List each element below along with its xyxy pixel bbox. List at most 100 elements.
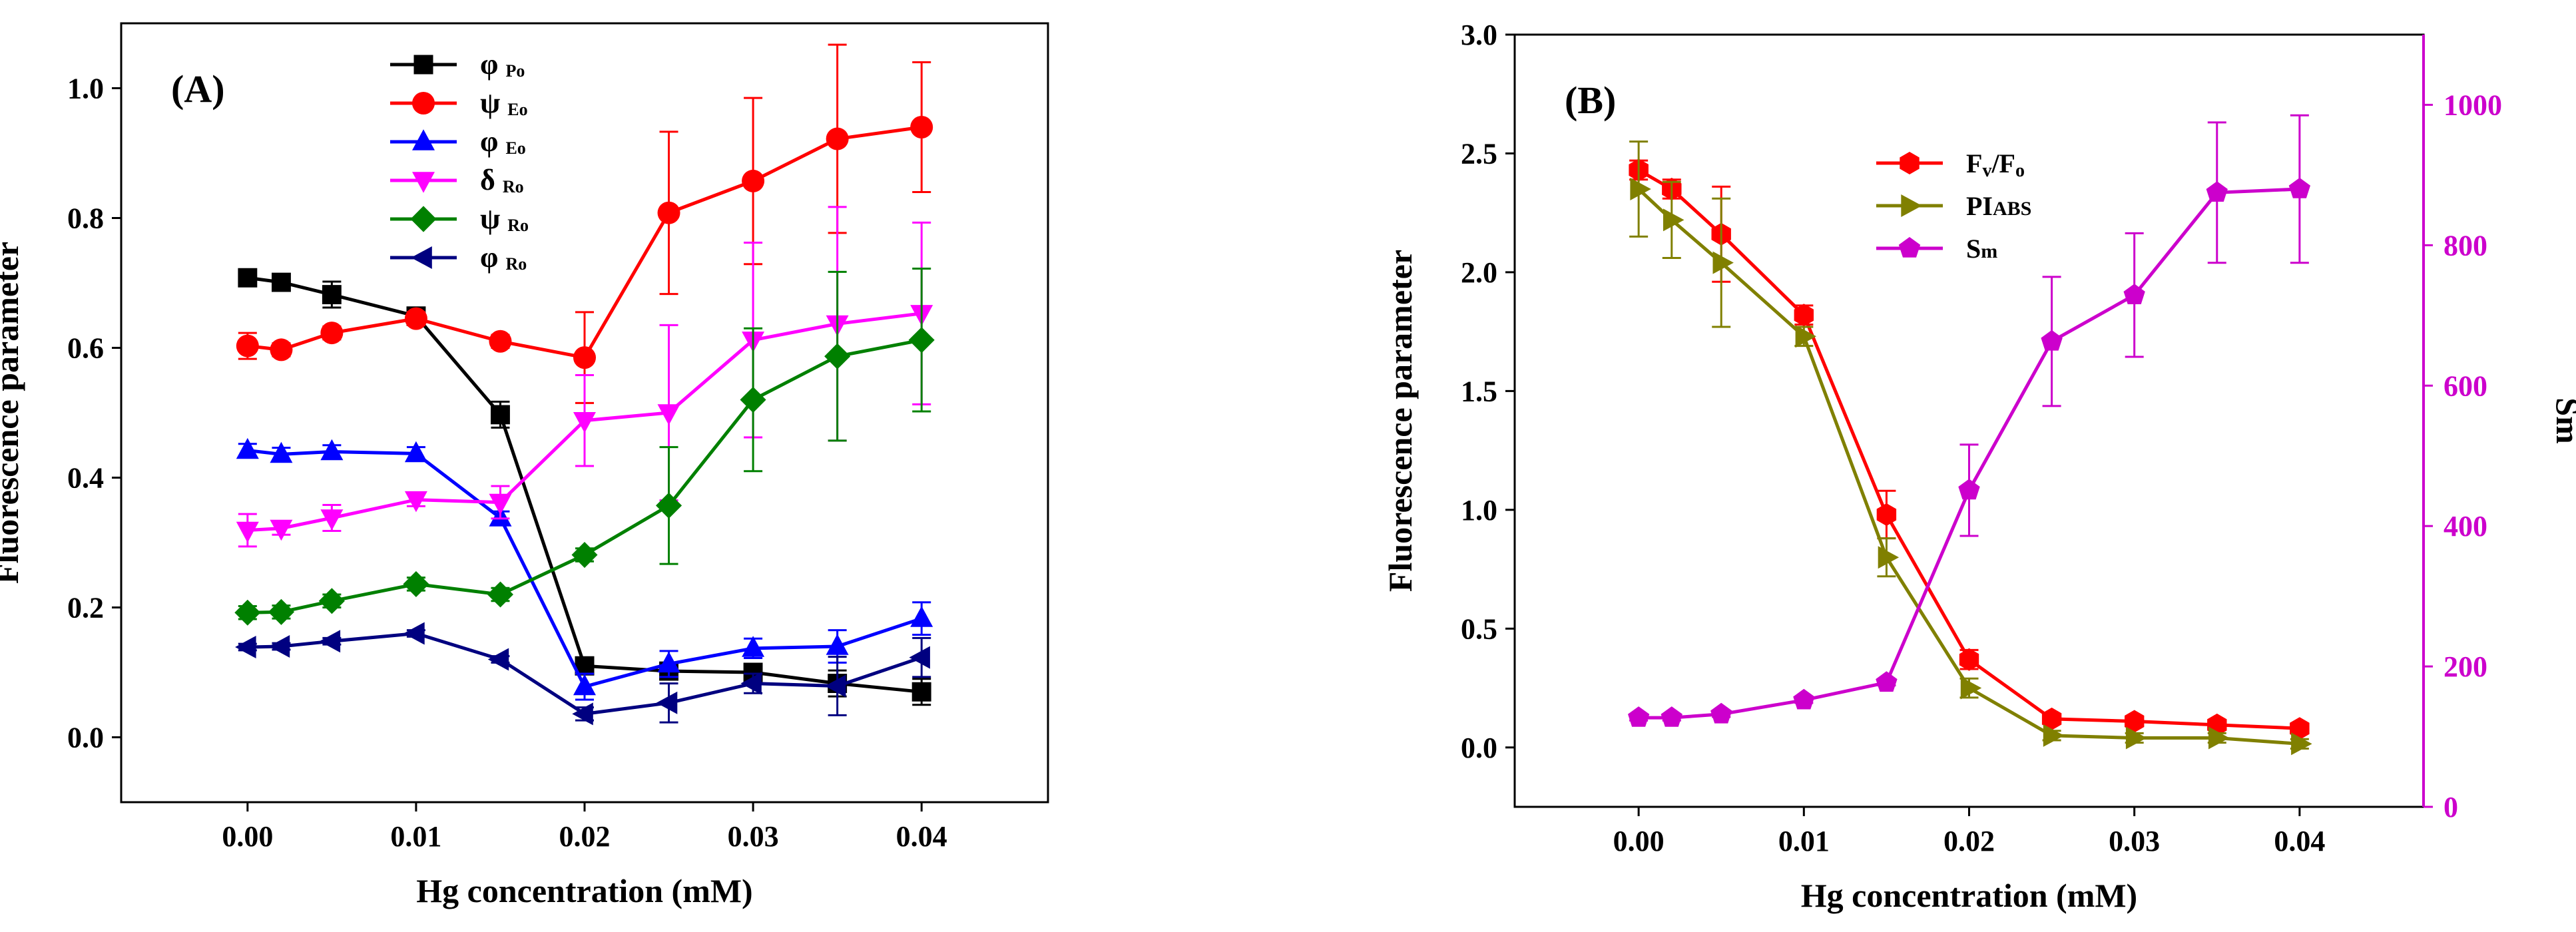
panel-b-y2-tick-label: 1000: [2444, 89, 2502, 121]
panel-b-y-tick-label: 2.0: [1461, 256, 1497, 289]
data-point: [908, 327, 935, 353]
panel-b-x-tick-label: 0.00: [1613, 825, 1665, 857]
panel-b-y-tick-label: 0.5: [1461, 612, 1497, 645]
panel-b-legend-item-fv-fo: Fv/Fo: [1876, 148, 2025, 181]
data-point: [1661, 706, 1682, 727]
series-line: [247, 631, 923, 716]
data-point: [236, 521, 259, 543]
data-point: [236, 334, 259, 357]
panel-a-y-tick-label: 0.6: [67, 332, 104, 365]
panel-b-chart: 0.00 0.01 0.02 0.03 0.04 0.0 0.5 1.0 1.5 2.0 2.5 3.…: [1382, 19, 2576, 914]
data-point: [270, 338, 293, 361]
panel-a-series-ro: [235, 622, 931, 726]
panel-a-x-axis-title: Hg concentration (mM): [416, 872, 752, 909]
legend-label: δ Ro: [480, 164, 524, 196]
data-point: [742, 169, 765, 192]
panel-a-y-tick-label: 0.0: [67, 722, 104, 754]
panel-b-y-tick-label: 1.5: [1461, 375, 1497, 407]
data-point: [320, 509, 344, 531]
panel-a-y-tick-label: 0.4: [67, 462, 104, 495]
panel-a-y-tick-label: 0.8: [67, 202, 104, 235]
data-point: [2206, 181, 2228, 202]
panel-b-x-tick-label: 0.03: [2109, 825, 2160, 857]
panel-b-y-tick-label: 3.0: [1461, 19, 1497, 51]
panel-b-legend-item-piabs: PIABS: [1876, 191, 2031, 221]
data-point: [1710, 702, 1732, 724]
panel-a-panel-label: (A): [171, 67, 225, 111]
panel-a-legend-item-ro: φ Ro: [390, 241, 527, 274]
data-point: [320, 322, 344, 345]
data-point: [740, 387, 766, 413]
data-point: [657, 404, 680, 425]
panel-b-x-tick-label: 0.01: [1778, 825, 1830, 857]
series-line: [1639, 187, 2300, 720]
panel-a-y-axis-title: Fluorescence parameter: [0, 242, 25, 584]
data-point: [2125, 710, 2145, 733]
data-point: [270, 441, 293, 463]
data-point: [1876, 671, 1898, 692]
data-point: [403, 571, 429, 597]
data-point: [1878, 546, 1900, 569]
legend-label: ψ Eo: [480, 87, 528, 119]
panel-b-y2-tick-label: 0: [2444, 791, 2458, 823]
data-point: [657, 651, 680, 673]
panel-a-series-eo: [236, 43, 933, 404]
legend-label: Fv/Fo: [1966, 148, 2025, 181]
data-point: [320, 439, 344, 461]
data-point: [1876, 503, 1897, 526]
panel-b-y-tick-label: 2.5: [1461, 137, 1497, 170]
panel-a-series-ro: [236, 206, 933, 548]
data-point: [235, 636, 256, 658]
legend-label: PIABS: [1966, 191, 2031, 221]
panel-b-y2-tick-label: 400: [2444, 510, 2487, 543]
data-point: [268, 635, 290, 658]
panel-a-x-tick-label: 0.02: [559, 820, 611, 853]
series-line: [247, 276, 922, 694]
data-point: [487, 581, 513, 608]
data-point: [824, 343, 851, 369]
data-point: [1959, 648, 1979, 671]
data-point: [910, 116, 933, 138]
data-point: [572, 702, 593, 726]
legend-label: ψ Ro: [480, 202, 529, 235]
panel-a-legend-item-eo: ψ Eo: [390, 87, 528, 119]
panel-a-y-tick-label: 0.2: [67, 592, 104, 624]
data-point: [573, 674, 596, 696]
series-line: [247, 449, 922, 689]
data-point: [1960, 676, 1982, 700]
legend-label: Sm: [1966, 234, 1997, 264]
data-point: [1958, 479, 1980, 500]
data-point: [1793, 688, 1815, 710]
data-point: [2288, 178, 2310, 198]
data-point: [656, 492, 682, 519]
legend-marker: [410, 206, 437, 232]
panel-b-x-tick-label: 0.02: [1943, 825, 1995, 857]
data-point: [910, 606, 933, 627]
data-point: [824, 674, 846, 698]
series-line: [247, 312, 922, 532]
data-point: [491, 405, 510, 425]
data-point: [2291, 732, 2312, 756]
data-point: [403, 622, 425, 645]
data-point: [404, 441, 427, 463]
data-point: [270, 519, 293, 541]
legend-marker: [411, 246, 432, 269]
data-point: [571, 542, 598, 569]
data-point: [318, 588, 345, 614]
data-point: [2041, 330, 2063, 351]
legend-label: φ Eo: [480, 125, 526, 158]
data-point: [826, 634, 849, 655]
data-point: [238, 268, 258, 288]
panel-a-series-ro: [234, 268, 935, 626]
panel-b-y-tick-label: 1.0: [1461, 494, 1497, 527]
panel-b-x-axis-title: Hg concentration (mM): [1801, 877, 2137, 914]
panel-b-y2-axis-title: Sm: [2549, 397, 2576, 443]
panel-b-legend-item-sm: Sm: [1876, 234, 1997, 264]
data-point: [489, 493, 512, 515]
data-point: [909, 646, 930, 669]
panel-a-legend-item-ro: δ Ro: [390, 164, 524, 196]
panel-b-y2-tick-label: 800: [2444, 229, 2487, 262]
legend-marker: [412, 129, 435, 150]
panel-a-x-tick-label: 0.00: [222, 820, 273, 853]
